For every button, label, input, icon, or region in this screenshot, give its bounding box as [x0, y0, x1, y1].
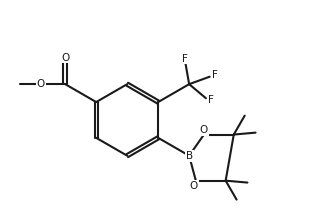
- Text: F: F: [212, 70, 217, 80]
- Text: O: O: [190, 181, 198, 191]
- Text: O: O: [61, 53, 69, 62]
- Text: O: O: [200, 125, 208, 135]
- Text: O: O: [37, 79, 45, 89]
- Text: F: F: [182, 54, 188, 64]
- Text: F: F: [208, 95, 214, 105]
- Text: B: B: [186, 151, 193, 161]
